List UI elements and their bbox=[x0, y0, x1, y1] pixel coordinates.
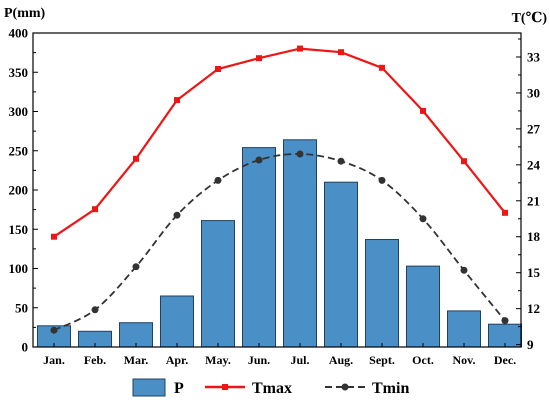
y2-tick-label: 12 bbox=[527, 301, 540, 316]
y2-tick-label: 30 bbox=[527, 85, 540, 100]
x-tick-label: Sept. bbox=[369, 353, 395, 367]
y-tick-label: 200 bbox=[9, 183, 29, 198]
x-tick-label: Feb. bbox=[84, 353, 106, 367]
bar-jul bbox=[283, 139, 317, 348]
precipitation-bars bbox=[37, 139, 522, 348]
y-tick-label: 50 bbox=[15, 300, 28, 315]
tmin-point-apr bbox=[173, 211, 181, 219]
bar-sept bbox=[365, 239, 399, 348]
x-tick-label: Jun. bbox=[248, 353, 270, 367]
tmax-point-mar bbox=[133, 155, 139, 162]
tmax-point-dec bbox=[502, 209, 508, 216]
x-tick-label: Aug. bbox=[329, 353, 353, 367]
y-tick-label: 350 bbox=[9, 65, 29, 80]
x-tick-label: Mar. bbox=[124, 353, 149, 367]
x-tick-label: Oct. bbox=[412, 353, 434, 367]
y-tick-label: 100 bbox=[9, 261, 29, 276]
legend-item-tmin: Tmin bbox=[325, 380, 409, 397]
legend-item-p: P bbox=[132, 378, 184, 397]
legend-item-tmax: Tmax bbox=[205, 380, 292, 397]
bar-oct bbox=[406, 265, 440, 348]
bar-nov bbox=[447, 310, 481, 348]
x-tick-label: Jan. bbox=[43, 353, 65, 367]
right-axis-title: T(℃) bbox=[512, 11, 548, 26]
tmin-point-jun bbox=[255, 156, 263, 164]
chart-axes: 0 50 100 150 200 250 300 350 400 9 12 15 18 21 24 27 30 3… bbox=[9, 26, 541, 368]
y2-tick-label: 24 bbox=[527, 157, 541, 172]
tmin-point-sept bbox=[378, 176, 386, 184]
tmax-point-feb bbox=[92, 206, 98, 213]
x-tick-label: Nov. bbox=[452, 353, 475, 367]
bar-may bbox=[201, 220, 235, 348]
tmin-point-aug bbox=[337, 157, 345, 165]
bar-aug bbox=[324, 181, 358, 348]
tmax-point-oct bbox=[420, 107, 426, 114]
tmax-point-apr bbox=[174, 97, 180, 104]
bar-jun bbox=[242, 147, 276, 348]
tmax-line bbox=[53, 47, 506, 238]
y2-tick-label: 15 bbox=[527, 265, 541, 280]
tmin-point-jul bbox=[296, 150, 304, 158]
y-tick-label: 150 bbox=[9, 222, 29, 237]
y2-tick-label: 27 bbox=[527, 121, 541, 136]
left-axis-title: P(mm) bbox=[4, 6, 46, 21]
legend-tmax-marker bbox=[222, 384, 228, 390]
legend-tmax-label: Tmax bbox=[252, 380, 292, 397]
tmax-point-sept bbox=[379, 64, 385, 71]
temperature-lines bbox=[50, 45, 509, 334]
legend-tmin-label: Tmin bbox=[372, 380, 409, 397]
x-tick-label: Dec. bbox=[494, 353, 516, 367]
y2-tick-label: 21 bbox=[527, 193, 540, 208]
x-tick-label: Apr. bbox=[166, 353, 189, 367]
y-tick-label: 400 bbox=[9, 26, 29, 41]
tmax-point-aug bbox=[338, 49, 344, 56]
bar-apr bbox=[160, 295, 194, 348]
tmax-point-jul bbox=[297, 45, 303, 52]
tmax-point-jan bbox=[51, 233, 57, 240]
y-tick-label: 0 bbox=[22, 340, 29, 355]
tmax-point-jun bbox=[256, 55, 262, 62]
y-tick-label: 300 bbox=[9, 104, 29, 119]
x-tick-label: Jul. bbox=[290, 353, 309, 367]
legend-tmin-marker bbox=[341, 383, 349, 391]
tmin-point-jan bbox=[50, 326, 58, 334]
tmin-point-dec bbox=[501, 317, 509, 325]
legend-p-swatch bbox=[132, 378, 166, 397]
tmin-point-nov bbox=[460, 266, 468, 274]
tmin-point-oct bbox=[419, 215, 427, 223]
y2-tick-label: 33 bbox=[527, 50, 541, 65]
legend: P Tmax Tmin bbox=[132, 378, 409, 397]
tmin-point-may bbox=[214, 176, 222, 184]
y2-tick-label: 18 bbox=[527, 229, 541, 244]
tmax-point-may bbox=[215, 66, 221, 72]
tmax-point-nov bbox=[461, 158, 467, 165]
y-tick-label: 250 bbox=[9, 143, 29, 158]
tmin-point-mar bbox=[132, 263, 140, 271]
y2-tick-label: 9 bbox=[527, 337, 534, 352]
x-tick-label: May. bbox=[205, 353, 231, 367]
tmin-point-feb bbox=[91, 306, 99, 314]
legend-p-label: P bbox=[174, 380, 184, 397]
